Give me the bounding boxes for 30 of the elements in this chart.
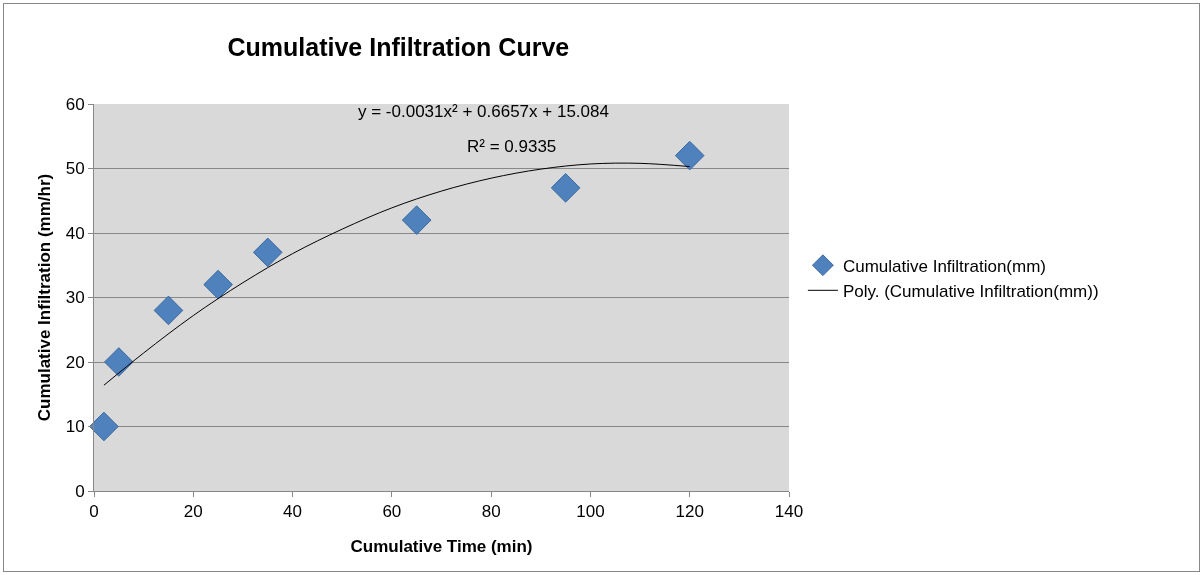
x-tick-label: 20 <box>183 502 203 522</box>
x-tick-label: 40 <box>283 502 303 522</box>
point <box>89 411 119 442</box>
x-axis-title: Cumulative Time (min) <box>350 537 533 556</box>
annotation: R² = 0.9335 <box>467 137 557 156</box>
annotation: y = -0.0031x² + 0.6657x + 15.084 <box>358 102 609 121</box>
x-tick-label: 100 <box>576 502 605 522</box>
x-tick-label: 0 <box>89 502 99 522</box>
point <box>550 173 581 203</box>
legend-label: Poly. (Cumulative Infiltration(mm)) <box>842 281 1099 301</box>
x-tick-label: 120 <box>675 502 704 522</box>
point <box>203 269 233 300</box>
point <box>401 205 432 235</box>
x-tick-label: 60 <box>382 502 402 522</box>
y-tick-label: 60 <box>65 94 85 114</box>
y-tick-label: 10 <box>65 417 85 437</box>
x-tick-label: 140 <box>774 502 804 522</box>
y-tick-label: 50 <box>65 159 85 179</box>
y-tick-label: 40 <box>65 223 85 243</box>
y-tick-label: 20 <box>65 352 85 372</box>
chart-title: Cumulative Infiltration Curve <box>227 32 570 61</box>
point <box>104 347 134 377</box>
legend-label: Cumulative Infiltration(mm) <box>842 256 1047 276</box>
point <box>674 140 705 171</box>
y-tick-label: 30 <box>65 288 85 308</box>
y-tick-label: 0 <box>75 481 85 501</box>
y-axis-title: Cumulative Infiltration (mm/hr) <box>35 173 54 422</box>
point <box>252 237 283 268</box>
x-tick-label: 80 <box>481 502 501 522</box>
point <box>153 295 184 326</box>
